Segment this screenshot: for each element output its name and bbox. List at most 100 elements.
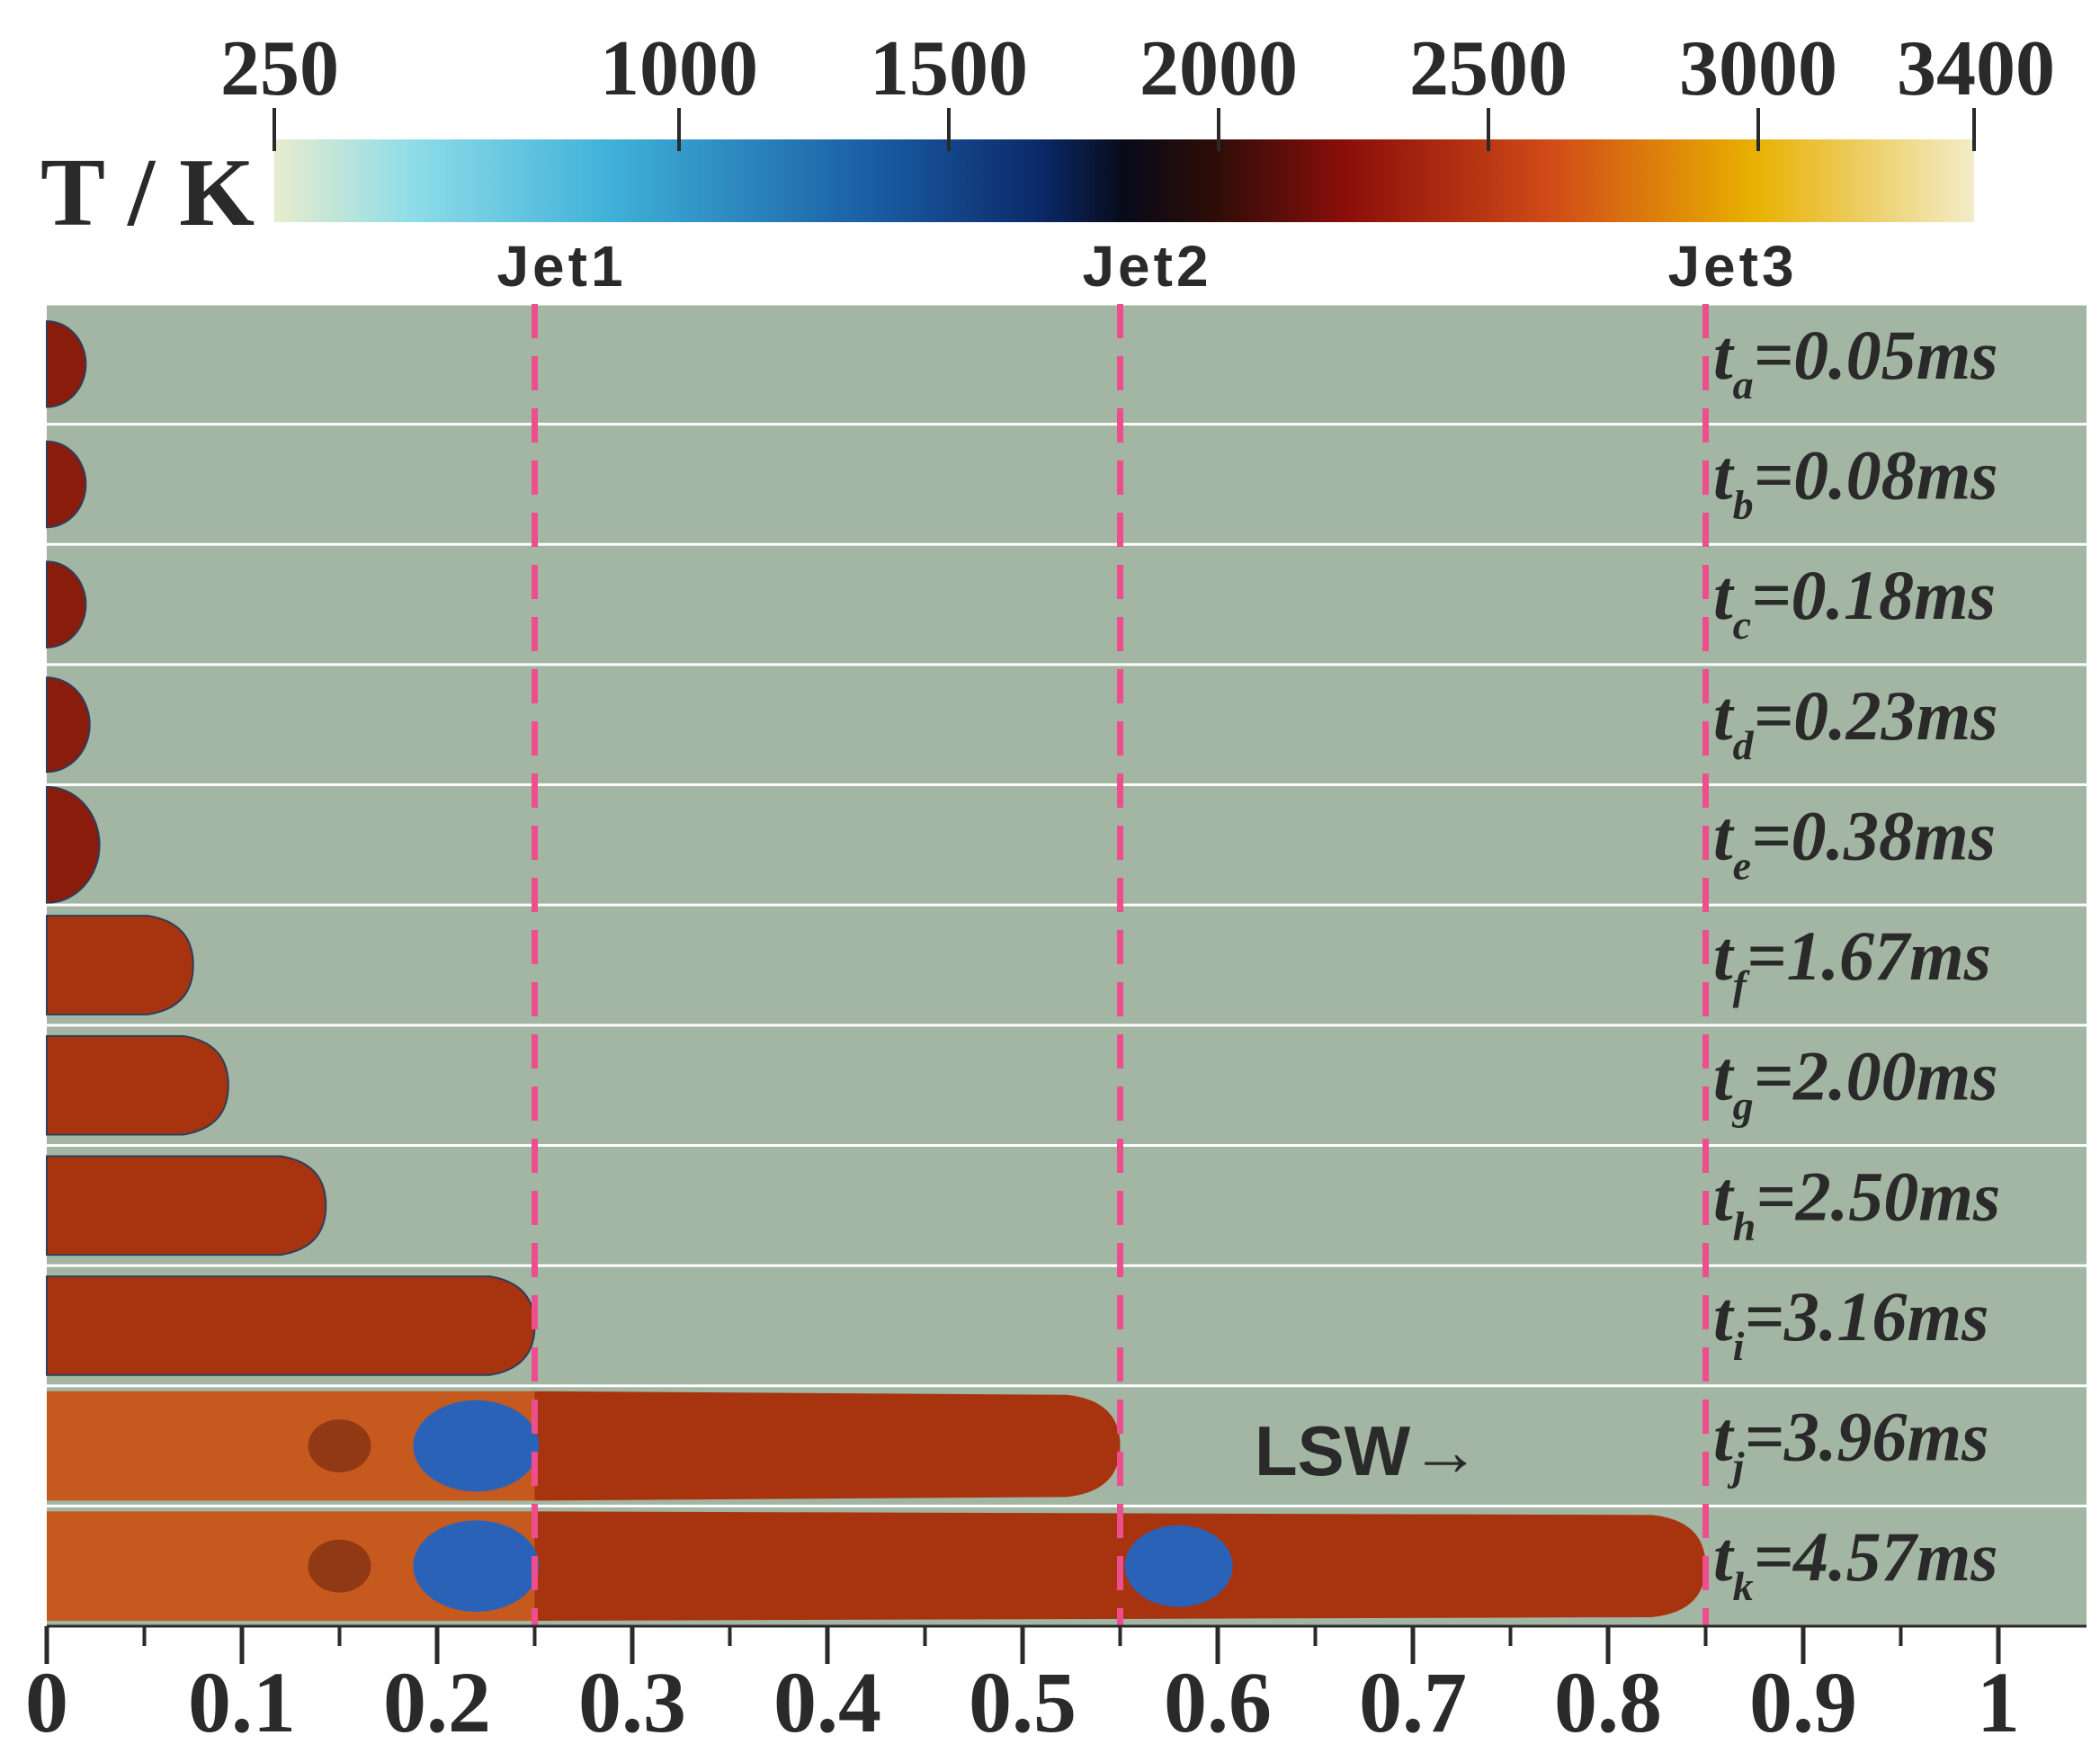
gas-region [47, 424, 2087, 545]
time-symbol: t [1713, 1277, 1735, 1355]
x-tick-label: 0.8 [1554, 1654, 1662, 1750]
contour-row: tk=4.57ms [47, 1504, 2087, 1626]
x-tick-label: 0.4 [773, 1654, 881, 1750]
contour-row: tj=3.96ms [47, 1384, 2087, 1507]
x-axis: 0 0.1 0.2 0.3 0.4 0.5 0.6 0.7 0.8 0.9 1 [25, 1624, 2087, 1750]
contour-row: te=0.38ms [46, 783, 2087, 906]
time-label: tb=0.08ms [1713, 435, 1998, 527]
time-symbol: t [1713, 917, 1735, 995]
time-label: ti=3.16ms [1713, 1277, 1988, 1369]
contour-row: tg=2.00ms [46, 1024, 2087, 1146]
time-value: =0.23ms [1754, 676, 1998, 755]
time-value: =1.67ms [1747, 917, 1991, 995]
colorbar-tick-label: 1000 [600, 25, 758, 112]
time-label: tk=4.57ms [1713, 1517, 1998, 1609]
time-subscript: e [1733, 842, 1751, 888]
x-tick-label: 0.9 [1749, 1654, 1857, 1750]
flame-kernel [46, 560, 87, 648]
contour-row: th=2.50ms [46, 1143, 2087, 1266]
time-value: =3.96ms [1744, 1398, 1988, 1476]
jet-label: Jet3 [1667, 234, 1797, 299]
time-value: =0.38ms [1751, 796, 1996, 874]
flame-kernel [46, 785, 101, 904]
time-subscript: h [1733, 1203, 1756, 1248]
flame-front [46, 915, 194, 1015]
time-symbol: t [1713, 676, 1735, 755]
time-symbol: t [1713, 1517, 1735, 1596]
gas-region [47, 905, 2087, 1025]
time-symbol: t [1713, 316, 1735, 394]
flame-kernel [46, 676, 91, 774]
time-subscript: f [1733, 962, 1751, 1008]
colorbar: T / K 250 1000 1500 2000 2500 3000 3400 [40, 25, 2055, 246]
gas-region [47, 1145, 2087, 1266]
jet-label: Jet2 [1082, 234, 1211, 299]
flame-front [46, 1155, 327, 1257]
time-value: =0.08ms [1754, 435, 1998, 514]
hot-products [534, 1391, 1121, 1501]
x-tick-label: 0.6 [1164, 1654, 1272, 1750]
time-subscript: k [1733, 1563, 1754, 1609]
x-tick-label: 0.1 [188, 1654, 296, 1750]
colorbar-tick-label: 3400 [1897, 25, 2055, 112]
contour-row: tb=0.08ms [46, 423, 2087, 545]
time-label: ta=0.05ms [1713, 316, 1998, 407]
time-label: td=0.23ms [1713, 676, 1998, 768]
time-subscript: c [1733, 602, 1751, 648]
contour-row: tf=1.67ms [46, 903, 2087, 1025]
time-symbol: t [1713, 1398, 1735, 1476]
colorbar-label: T / K [40, 139, 255, 246]
jet-lines [532, 304, 1709, 1626]
colorbar-tick-label: 2000 [1139, 25, 1298, 112]
contour-row: td=0.23ms [46, 663, 2087, 785]
time-symbol: t [1713, 556, 1735, 634]
gas-region [47, 544, 2087, 665]
contour-panels: ta=0.05mstb=0.08mstc=0.18mstd=0.23mste=0… [46, 302, 2087, 1626]
time-label: tc=0.18ms [1713, 556, 1996, 648]
gas-region [47, 304, 2087, 425]
time-subscript: g [1732, 1083, 1754, 1129]
x-tick-label: 0.7 [1359, 1654, 1467, 1750]
time-symbol: t [1713, 796, 1735, 874]
x-tick-label: 1 [1977, 1654, 2020, 1750]
colorbar-tick-label: 2500 [1409, 25, 1568, 112]
contour-row: ti=3.16ms [46, 1264, 2087, 1386]
vortex-roll [308, 1419, 371, 1472]
gas-region [47, 1024, 2087, 1146]
time-value: =4.57ms [1754, 1517, 1998, 1596]
contour-row: tc=0.18ms [46, 542, 2087, 665]
time-symbol: t [1713, 1157, 1735, 1235]
x-tick-label: 0.5 [969, 1654, 1077, 1750]
cold-vortex [1124, 1525, 1233, 1607]
time-label: te=0.38ms [1713, 796, 1996, 888]
time-label: th=2.50ms [1713, 1157, 2000, 1248]
x-tick-label: 0 [25, 1654, 68, 1750]
vortex-roll [308, 1539, 371, 1593]
gas-region [47, 664, 2087, 785]
time-value: =0.18ms [1751, 556, 1996, 634]
time-value: =0.05ms [1754, 316, 1998, 394]
cold-vortex [413, 1400, 540, 1492]
time-subscript: d [1733, 722, 1755, 768]
x-tick-label: 0.2 [383, 1654, 491, 1750]
colorbar-tick-label: 250 [220, 25, 339, 112]
colorbar-ticks: 250 1000 1500 2000 2500 3000 3400 [220, 25, 2055, 151]
time-symbol: t [1713, 1037, 1735, 1115]
jet-labels: Jet1 Jet2 Jet3 [496, 234, 1797, 299]
colorbar-gradient [274, 139, 1974, 222]
flame-front [46, 1034, 229, 1136]
colorbar-tick-label: 3000 [1679, 25, 1837, 112]
lsw-annotation: LSW→ [1255, 1411, 1480, 1490]
time-subscript: i [1733, 1323, 1745, 1369]
jet-label: Jet1 [496, 234, 626, 299]
time-value: =2.00ms [1754, 1037, 1998, 1115]
flame-kernel [46, 320, 87, 408]
contour-row: ta=0.05ms [46, 302, 2087, 425]
time-label: tf=1.67ms [1713, 917, 1991, 1008]
time-value: =2.50ms [1756, 1157, 2000, 1235]
time-label: tg=2.00ms [1713, 1037, 1998, 1129]
flame-front [46, 1275, 536, 1376]
time-subscript: b [1733, 481, 1754, 527]
gas-region [47, 784, 2087, 906]
